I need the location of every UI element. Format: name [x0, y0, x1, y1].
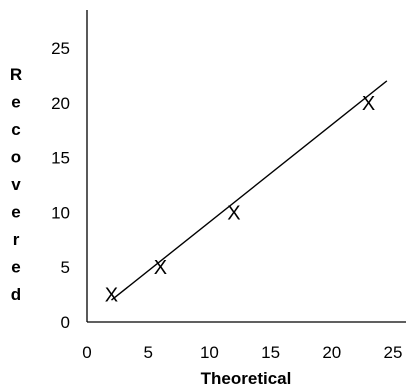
y-axis-label-letter: v — [11, 175, 21, 194]
x-tick-label: 10 — [200, 343, 219, 362]
y-axis-label-letter: c — [11, 120, 20, 139]
x-tick-label: 0 — [82, 343, 91, 362]
y-tick-label: 15 — [51, 149, 70, 168]
x-tick-label: 5 — [143, 343, 152, 362]
y-tick-label: 0 — [61, 313, 70, 332]
trendline-group — [111, 80, 388, 301]
y-axis-label-letter: e — [11, 203, 20, 222]
x-tick-label: 15 — [261, 343, 280, 362]
y-axis-label-letter: o — [11, 148, 21, 167]
y-tick-label: 5 — [61, 258, 70, 277]
y-tick-labels: 0 5 10 15 20 25 — [51, 39, 70, 332]
y-axis-label-letter: e — [11, 258, 20, 277]
data-point-marker: X — [105, 285, 118, 307]
axes — [86, 10, 406, 323]
x-tick-label: 20 — [322, 343, 341, 362]
data-point-marker: X — [154, 257, 167, 279]
y-axis-label-letter: r — [13, 230, 20, 249]
y-axis-label-letter: R — [10, 65, 22, 84]
y-tick-label: 25 — [51, 39, 70, 58]
data-point-marker: X — [227, 202, 240, 224]
y-tick-label: 10 — [51, 203, 70, 222]
y-tick-label: 20 — [51, 94, 70, 113]
data-point-marker: X — [362, 93, 375, 115]
x-tick-labels: 0 5 10 15 20 25 — [82, 343, 402, 362]
trendline — [111, 80, 388, 301]
x-axis-label: Theoretical — [201, 369, 292, 388]
y-axis-label-letter: d — [11, 285, 21, 304]
data-points: X X X X — [105, 93, 375, 307]
y-axis-label-letter: e — [11, 93, 20, 112]
x-tick-label: 25 — [384, 343, 403, 362]
